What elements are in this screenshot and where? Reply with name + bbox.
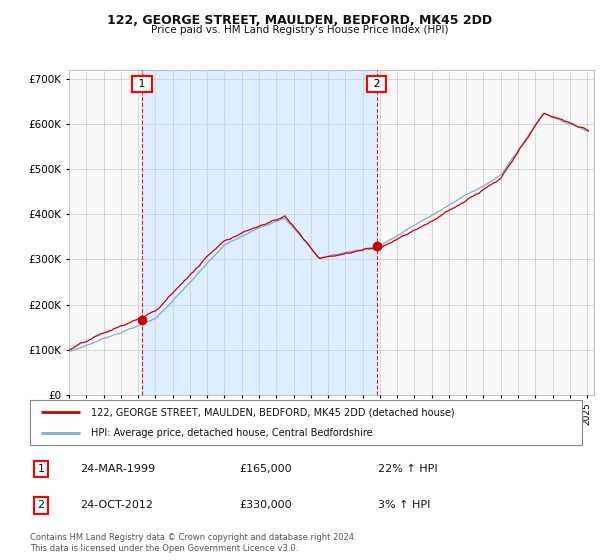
Text: £330,000: £330,000 [240,500,292,510]
Text: 1: 1 [135,79,149,89]
Text: 122, GEORGE STREET, MAULDEN, BEDFORD, MK45 2DD: 122, GEORGE STREET, MAULDEN, BEDFORD, MK… [107,14,493,27]
Text: HPI: Average price, detached house, Central Bedfordshire: HPI: Average price, detached house, Cent… [91,428,373,438]
Text: 24-MAR-1999: 24-MAR-1999 [80,464,155,474]
Text: 2: 2 [37,500,44,510]
Text: 2: 2 [370,79,383,89]
Text: 122, GEORGE STREET, MAULDEN, BEDFORD, MK45 2DD (detached house): 122, GEORGE STREET, MAULDEN, BEDFORD, MK… [91,408,454,418]
Bar [142,70,377,395]
FancyBboxPatch shape [30,400,582,445]
Text: Contains HM Land Registry data © Crown copyright and database right 2024.
This d: Contains HM Land Registry data © Crown c… [30,533,356,553]
Text: Price paid vs. HM Land Registry's House Price Index (HPI): Price paid vs. HM Land Registry's House … [151,25,449,35]
Text: 3% ↑ HPI: 3% ↑ HPI [378,500,430,510]
Text: 22% ↑ HPI: 22% ↑ HPI [378,464,437,474]
Text: £165,000: £165,000 [240,464,292,474]
Text: 1: 1 [38,464,44,474]
Text: 24-OCT-2012: 24-OCT-2012 [80,500,152,510]
